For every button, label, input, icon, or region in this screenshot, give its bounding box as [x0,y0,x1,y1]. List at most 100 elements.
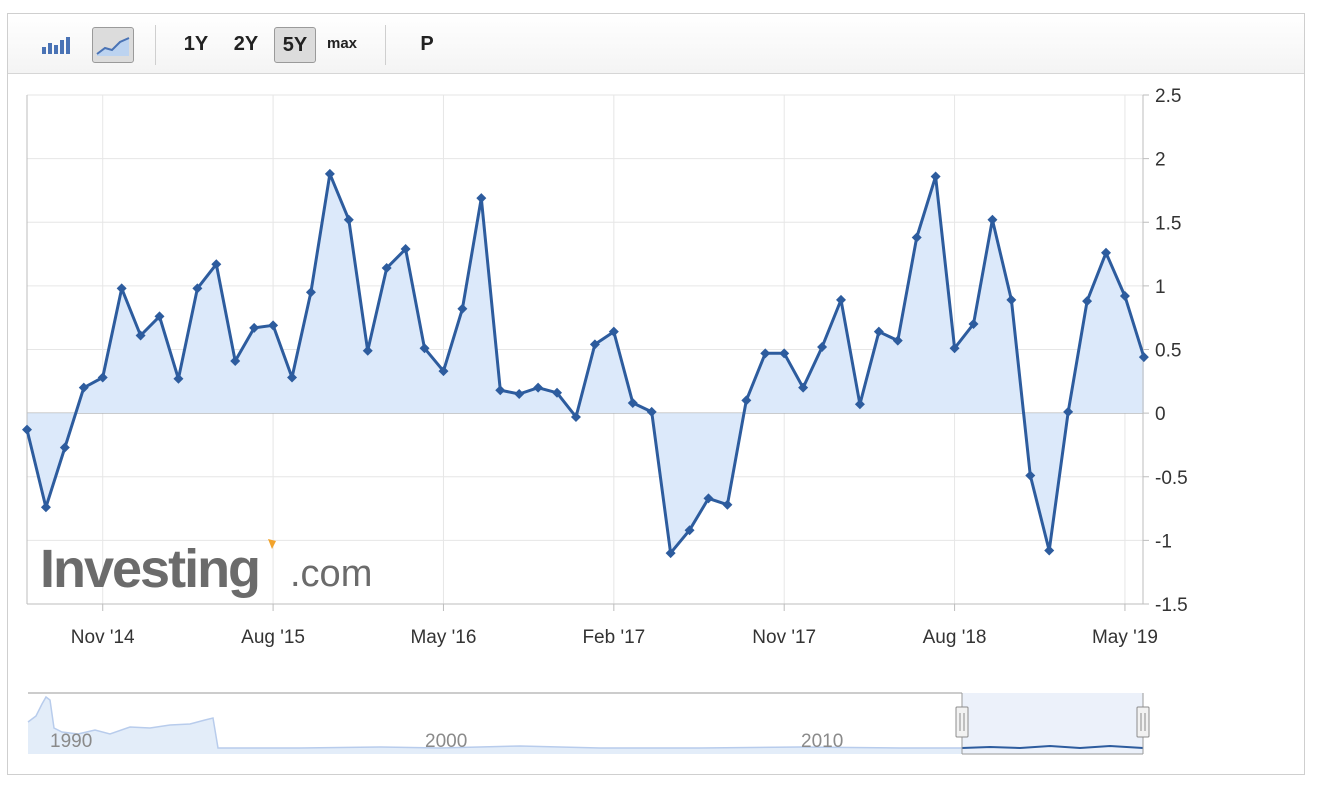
data-point [514,389,525,400]
y-tick-label: 0.5 [1155,341,1181,362]
watermark-suffix: .com [290,553,372,595]
data-point [495,385,506,396]
range-2y-button[interactable]: 2Y [233,33,259,55]
y-tick-label: 1.5 [1155,213,1181,234]
data-point [97,372,108,383]
navigator-handle[interactable] [955,706,969,738]
data-point [779,348,790,359]
data-point [835,294,846,305]
data-point [192,283,203,294]
navigator-mini-line [27,695,962,749]
x-tick-label: May '16 [410,627,476,648]
data-point [722,499,733,510]
data-point [230,355,241,366]
data-point [324,168,335,179]
p-button[interactable]: P [420,33,434,55]
y-tick-label: -1.5 [1155,595,1188,616]
range-max-button[interactable]: max [326,35,358,52]
y-tick-label: 0 [1155,404,1166,425]
data-point [419,343,430,354]
data-point [1119,291,1130,302]
x-tick-label: Nov '17 [752,627,816,648]
bar-chart-icon [42,37,70,54]
data-point [608,326,619,337]
navigator-year-label: 2000 [425,731,467,752]
navigator-year-label: 2010 [801,731,843,752]
data-point [287,372,298,383]
navigator-selected-line [961,744,1144,750]
data-point [533,382,544,393]
series-line [25,172,1146,555]
x-tick-label: May '19 [1092,627,1158,648]
data-point [1025,470,1036,481]
data-point [1138,352,1149,363]
data-point [400,243,411,254]
data-point [211,259,222,270]
data-point [173,373,184,384]
data-point [249,322,260,333]
data-point [552,387,563,398]
watermark-accent-icon [268,539,276,549]
series-area [27,173,1144,554]
data-point [457,303,468,314]
data-point [1063,406,1074,417]
data-point [968,319,979,330]
data-point [570,411,581,422]
data-point [59,442,70,453]
data-point [268,320,279,331]
range-1y-button[interactable]: 1Y [183,33,209,55]
x-tick-label: Feb '17 [582,627,645,648]
data-point [911,232,922,243]
data-point [892,335,903,346]
data-point [22,424,32,435]
toolbar-divider [155,25,156,65]
data-point [1006,294,1017,305]
data-point [305,287,316,298]
data-point [854,399,865,410]
data-point [741,395,752,406]
data-point [1082,296,1093,307]
watermark-brand: Investing [40,539,259,599]
data-point [930,171,941,182]
data-point [135,330,146,341]
x-tick-label: Nov '14 [71,627,135,648]
data-point [798,382,809,393]
data-point [476,193,487,204]
navigator-selection [962,693,1143,754]
y-tick-label: 2.5 [1155,86,1181,107]
data-point [1101,247,1112,258]
navigator-handle[interactable] [1136,706,1150,738]
bar-chart-button[interactable] [36,27,76,63]
navigator-year-label: 1990 [50,731,92,752]
y-tick-label: 1 [1155,277,1166,298]
data-point [665,548,676,559]
y-tick-label: -0.5 [1155,468,1188,489]
data-point [343,214,354,225]
range-5y-button[interactable]: 5Y [274,27,316,63]
x-tick-label: Aug '18 [923,627,987,648]
data-point [589,339,600,350]
range-navigator[interactable]: 1990 2000 2010 [27,692,1150,755]
chart-toolbar: 1Y 2Y 5Y max P [8,14,1304,74]
data-point [817,341,828,352]
data-point [154,311,165,322]
y-tick-label: -1 [1155,531,1172,552]
data-point [873,326,884,337]
data-point [116,283,127,294]
data-point [760,348,771,359]
line-chart-icon [96,37,130,56]
data-point [684,525,695,536]
x-tick-label: Aug '15 [241,627,305,648]
investing-watermark: Investing .com [40,539,372,599]
toolbar-divider [385,25,386,65]
data-point [987,214,998,225]
data-point [78,382,89,393]
data-point [381,263,392,274]
data-point [362,345,373,356]
data-point [646,406,657,417]
data-point [1044,545,1055,556]
line-chart-button[interactable] [92,27,134,63]
data-point [949,343,960,354]
data-point [438,366,449,377]
